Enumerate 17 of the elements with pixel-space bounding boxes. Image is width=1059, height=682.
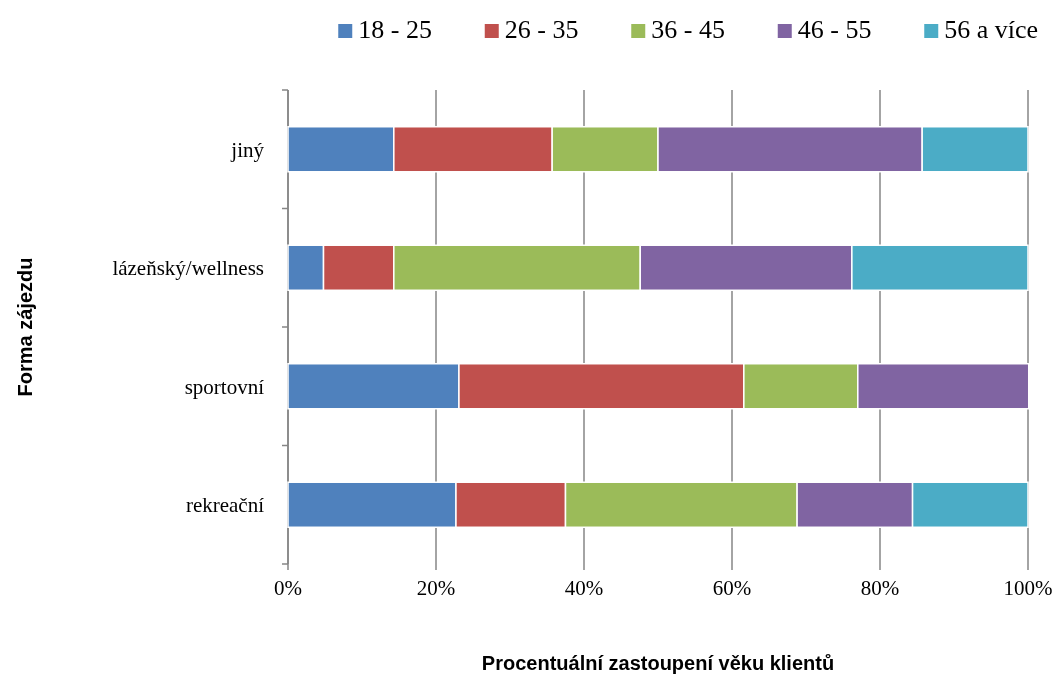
x-tick-label: 100% bbox=[1003, 576, 1053, 600]
legend-label: 36 - 45 bbox=[651, 15, 725, 44]
legend-label: 26 - 35 bbox=[504, 15, 579, 44]
x-tick-label: 40% bbox=[564, 576, 604, 600]
legend-label: 56 a více bbox=[944, 15, 1039, 44]
y-tick-label: jiný bbox=[230, 137, 265, 162]
x-axis-title: Procentuální zastoupení věku klientů bbox=[481, 652, 835, 674]
x-tick-label: 80% bbox=[860, 576, 900, 600]
y-tick-label: sportovní bbox=[184, 374, 265, 399]
x-tick-label: 60% bbox=[712, 576, 752, 600]
x-tick-label: 20% bbox=[416, 576, 456, 600]
legend-label: 18 - 25 bbox=[358, 15, 432, 44]
y-tick-label: rekreační bbox=[185, 493, 265, 518]
legend-label: 46 - 55 bbox=[797, 15, 872, 44]
x-tick-label: 0% bbox=[274, 576, 302, 600]
y-axis-title: Forma zájezdu bbox=[14, 257, 36, 397]
y-tick-label: lázeňský/wellness bbox=[112, 256, 264, 281]
